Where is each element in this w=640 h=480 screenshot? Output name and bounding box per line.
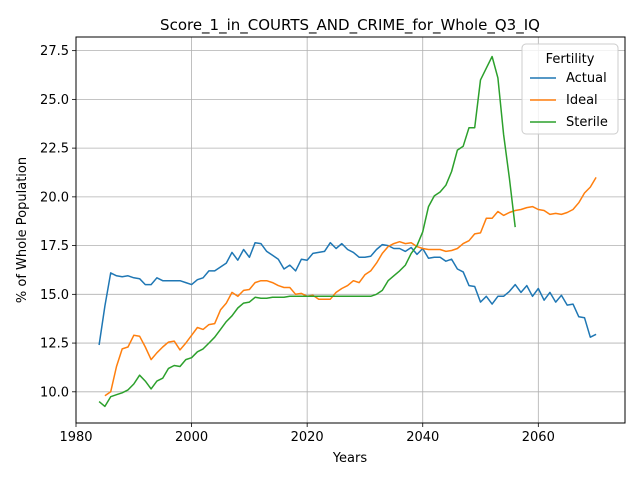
x-tick-label: 2060 xyxy=(522,430,555,445)
x-tick-label: 1980 xyxy=(59,430,92,445)
series-line-ideal xyxy=(104,177,597,397)
chart-title: Score_1_in_COURTS_AND_CRIME_for_Whole_Q3… xyxy=(160,16,540,35)
y-tick-label: 27.5 xyxy=(40,44,69,59)
plot-frame xyxy=(75,36,626,424)
y-axis-ticks: 10.0 12.5 15.0 17.5 20.0 22.5 25.0 27.5 xyxy=(40,44,76,400)
legend-box xyxy=(521,43,619,135)
x-tick-label: 2040 xyxy=(406,430,439,445)
y-tick-label: 17.5 xyxy=(40,239,69,254)
x-tick-label: 2020 xyxy=(291,430,324,445)
series-lines xyxy=(98,55,597,408)
y-tick-label: 25.0 xyxy=(40,93,69,108)
y-tick-label: 15.0 xyxy=(40,288,69,303)
y-tick-label: 10.0 xyxy=(40,385,69,400)
legend-entries: Actual Ideal Sterile xyxy=(530,71,608,130)
grid-lines xyxy=(75,37,625,423)
y-tick-label: 12.5 xyxy=(40,337,69,352)
legend-title: Fertility xyxy=(546,52,595,67)
x-axis-label: Years xyxy=(332,451,368,466)
legend-label-sterile: Sterile xyxy=(566,115,608,130)
x-tick-label: 2000 xyxy=(175,430,208,445)
legend-label-actual: Actual xyxy=(566,71,607,86)
y-tick-label: 22.5 xyxy=(40,142,69,157)
legend-label-ideal: Ideal xyxy=(566,93,598,108)
legend: Fertility Actual Ideal Sterile xyxy=(521,43,619,135)
y-tick-label: 20.0 xyxy=(40,190,69,205)
x-axis-ticks: 1980 2000 2020 2040 2060 xyxy=(59,423,555,445)
series-line-sterile xyxy=(98,55,516,408)
y-axis-label: % of Whole Population xyxy=(15,157,30,303)
series-line-actual xyxy=(98,241,597,346)
